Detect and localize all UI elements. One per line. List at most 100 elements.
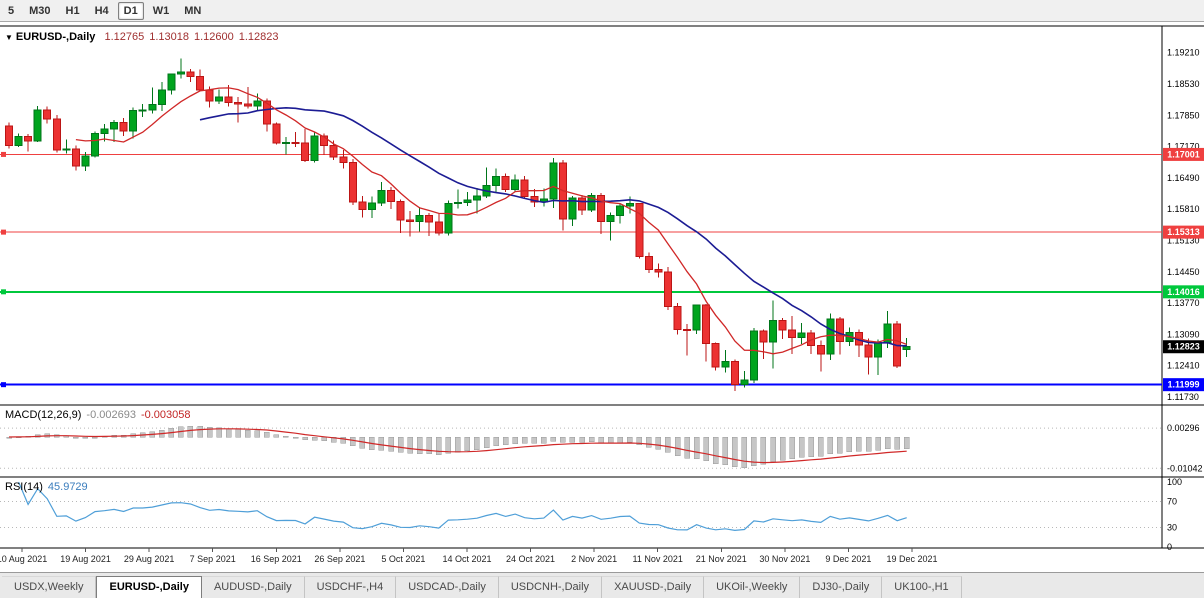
rsi-pane[interactable]: 100 70 30 0: [0, 477, 1182, 552]
timeframe-button-h4[interactable]: H4: [94, 4, 109, 17]
candle: [320, 135, 329, 147]
macd-histogram-bar: [646, 436, 652, 448]
candle: [663, 271, 672, 307]
svg-text:24 Oct 2021: 24 Oct 2021: [506, 554, 555, 564]
macd-histogram-bar: [617, 436, 623, 444]
svg-text:1.17170: 1.17170: [1167, 142, 1200, 152]
timeframe-button-mn[interactable]: MN: [184, 4, 202, 17]
tab-usdchf-h4[interactable]: USDCHF-,H4: [304, 576, 397, 598]
tab-usdcad-daily[interactable]: USDCAD-,Daily: [396, 576, 499, 598]
macd-histogram-bar: [598, 436, 604, 444]
candle: [24, 136, 33, 142]
chart-menu-arrow-icon[interactable]: ▼: [5, 33, 13, 42]
candle: [167, 73, 176, 91]
candle: [511, 179, 520, 190]
tab-uk100-h1[interactable]: UK100-,H1: [882, 576, 962, 598]
macd-histogram-bar: [216, 427, 222, 438]
candle: [396, 200, 405, 221]
macd-histogram-bar: [607, 436, 614, 444]
ohlc-open: 1.12765: [104, 31, 145, 43]
svg-text:-0.01042: -0.01042: [1167, 463, 1203, 473]
level-price-badge: [1163, 225, 1204, 239]
timeframe-button-h1[interactable]: H1: [65, 4, 80, 17]
macd-histogram-bar: [560, 436, 566, 443]
rsi-indicator-label: RSI(14) 45.9729: [5, 481, 88, 493]
date-axis[interactable]: 10 Aug 2021 19 Aug 2021 29 Aug 2021 7 Sep 2…: [0, 548, 938, 564]
candle: [138, 109, 147, 112]
tab-usdx-weekly[interactable]: USDX,Weekly: [2, 576, 97, 598]
tab-audusd-daily[interactable]: AUDUSD-,Daily: [201, 576, 305, 598]
candle: [119, 121, 128, 132]
candle: [5, 125, 13, 146]
rsi-line: [18, 481, 907, 532]
tab-xauusd-daily[interactable]: XAUUSD-,Daily: [602, 576, 705, 598]
candle: [358, 201, 367, 211]
macd-indicator-label: MACD(12,26,9) -0.002693 -0.003058: [5, 409, 191, 421]
svg-text:5 Oct 2021: 5 Oct 2021: [381, 554, 425, 564]
ma-slow-line: [199, 106, 907, 347]
current-price-badge: 1.12823: [1163, 340, 1204, 354]
candle: [224, 96, 233, 103]
candle: [262, 100, 271, 125]
candle: [749, 330, 758, 381]
macd-histogram-bar: [588, 436, 595, 443]
macd-histogram-bar: [445, 436, 452, 454]
timeframe-button-5[interactable]: 5: [8, 4, 15, 17]
horizontal-level-lines[interactable]: 1.17001 1.15313 1.14016 1.11999: [0, 147, 1204, 392]
macd-histogram-bar: [884, 436, 891, 449]
candle: [453, 201, 462, 205]
macd-histogram-bar: [837, 436, 843, 454]
svg-text:1.11730: 1.11730: [1167, 392, 1199, 402]
tab-dj30-daily[interactable]: DJ30-,Daily: [800, 576, 883, 598]
candle: [597, 194, 606, 223]
macd-histogram-bar: [798, 436, 805, 458]
svg-text:1.19210: 1.19210: [1167, 48, 1200, 58]
candle: [711, 343, 720, 368]
rsi-value: 45.9729: [47, 481, 88, 493]
svg-text:0: 0: [1167, 542, 1172, 552]
price-axis[interactable]: 1.19210 1.18530 1.17850 1.17170 1.16490 1.158…: [1167, 48, 1200, 402]
tab-eurusd-daily[interactable]: EURUSD-,Daily: [96, 576, 202, 598]
tab-usdcnh-daily[interactable]: USDCNH-,Daily: [498, 576, 603, 598]
macd-pane[interactable]: 0.00296 -0.01042: [0, 423, 1203, 473]
candle: [864, 344, 873, 358]
svg-text:7 Sep 2021: 7 Sep 2021: [190, 554, 236, 564]
candle: [339, 156, 348, 163]
macd-histogram-bar: [808, 436, 814, 457]
svg-text:70: 70: [1167, 497, 1177, 507]
candle: [291, 142, 300, 145]
ohlc-close: 1.12823: [238, 31, 279, 43]
candle: [157, 89, 166, 105]
price-chart-canvas[interactable]: 1.19210 1.18530 1.17850 1.17170 1.16490 1.158…: [0, 22, 1204, 572]
macd-histogram-bar: [636, 436, 643, 446]
candle: [826, 318, 835, 355]
candle: [90, 132, 99, 157]
candle: [243, 103, 252, 107]
macd-histogram-bar: [531, 436, 537, 444]
macd-histogram-bar: [321, 436, 327, 442]
svg-text:1.13770: 1.13770: [1167, 298, 1200, 308]
candle: [281, 142, 290, 145]
candle: [387, 189, 395, 202]
level-line-handle: [1, 289, 6, 295]
timeframe-button-m30[interactable]: M30: [29, 4, 51, 17]
candle: [788, 329, 797, 339]
macd-histogram-bar: [722, 436, 728, 466]
macd-histogram-bar: [789, 436, 795, 460]
candle: [406, 219, 415, 223]
candle: [492, 176, 501, 186]
candle: [272, 123, 281, 144]
macd-histogram-bar: [350, 436, 356, 447]
tab-ukoil-weekly[interactable]: UKOil-,Weekly: [704, 576, 801, 598]
macd-histogram-bar: [82, 436, 89, 439]
svg-text:1.13090: 1.13090: [1167, 329, 1200, 339]
ohlc-low: 1.12600: [193, 31, 234, 43]
candle: [625, 203, 634, 207]
macd-histogram-bar: [436, 436, 442, 455]
timeframe-button-d1[interactable]: D1: [117, 1, 144, 20]
candle: [377, 189, 386, 204]
candle: [616, 205, 625, 217]
timeframe-button-w1[interactable]: W1: [152, 4, 170, 17]
macd-name: MACD(12,26,9): [5, 409, 82, 421]
